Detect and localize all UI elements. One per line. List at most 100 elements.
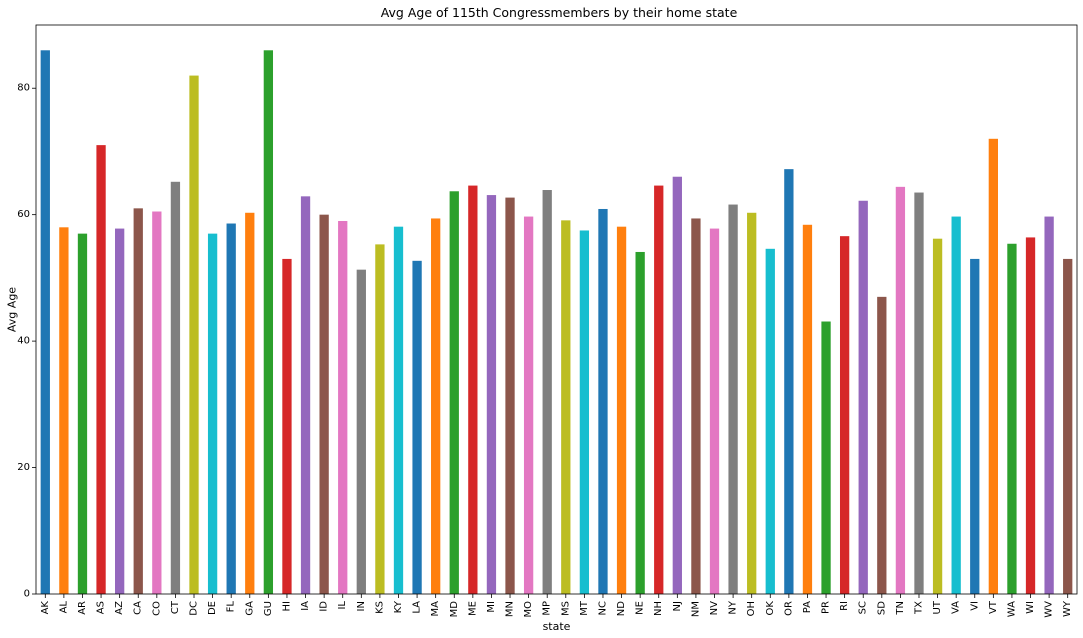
x-axis-label: state (543, 620, 571, 633)
x-tick-label: GA (244, 601, 255, 616)
x-tick-label: AR (77, 601, 88, 615)
bar-oh (747, 212, 757, 594)
x-tick-label: KY (393, 600, 404, 613)
x-tick-label: ID (319, 601, 330, 612)
x-tick-label: CT (170, 600, 181, 614)
bar-ms (561, 220, 571, 594)
bar-ia (300, 196, 311, 595)
bar-id (319, 214, 329, 594)
bar-nj (672, 176, 682, 594)
x-tick-label: FL (226, 601, 237, 613)
bar-nd (616, 226, 627, 594)
bar-pr (821, 321, 831, 594)
y-tick-label: 40 (17, 336, 30, 347)
x-tick-label: AS (96, 601, 107, 614)
y-tick-label: 0 (24, 589, 30, 600)
x-tick-label: MN (505, 601, 516, 617)
x-tick-label: CA (133, 601, 144, 615)
bar-ak (40, 50, 50, 595)
x-tick-label: WA (1006, 601, 1017, 617)
x-tick-label: OK (765, 601, 776, 616)
x-tick-label: IN (356, 601, 367, 611)
bar-mo (523, 216, 534, 594)
bar-md (449, 191, 459, 594)
x-tick-label: NC (597, 601, 608, 615)
x-tick-label: NV (709, 601, 720, 615)
bar-tx (914, 192, 924, 595)
x-tick-label: NH (653, 601, 664, 616)
x-tick-label: VT (988, 600, 999, 614)
bars-group (40, 50, 1073, 595)
bar-pa (802, 224, 813, 594)
x-tick-label: DE (207, 601, 218, 615)
x-tick-label: LA (412, 601, 423, 614)
bar-fl (226, 223, 236, 595)
bar-ar (77, 233, 88, 594)
bar-vt (988, 138, 998, 595)
bar-or (784, 169, 794, 594)
bar-al (59, 227, 69, 595)
x-tick-label: UT (932, 600, 943, 614)
x-tick-label: RI (839, 601, 850, 611)
bar-ct (170, 181, 181, 594)
bar-tn (895, 186, 906, 595)
x-tick-label: WI (1025, 601, 1036, 614)
bar-nm (691, 218, 701, 594)
x-tick-label: AL (58, 601, 69, 614)
x-tick-label: TN (895, 601, 906, 616)
bar-ri (839, 236, 850, 594)
x-tick-label: VA (951, 601, 962, 614)
bar-me (468, 185, 478, 594)
x-tick-label: PR (821, 601, 832, 614)
x-tick-label: MS (560, 601, 571, 616)
bar-ok (765, 248, 775, 594)
x-tick-label: NE (635, 601, 646, 615)
x-tick-label: NJ (672, 601, 683, 611)
bar-ca (133, 208, 143, 594)
x-tick-label: MI (486, 601, 497, 613)
bar-ma (431, 218, 441, 594)
x-tick-label: OR (783, 601, 794, 616)
bar-sc (858, 200, 868, 594)
x-tick-label: TX (913, 601, 924, 615)
x-tick-label: SC (858, 601, 869, 614)
bar-mn (505, 197, 515, 594)
bar-ga (245, 212, 255, 594)
y-tick-label: 60 (17, 209, 30, 220)
bar-mt (579, 230, 590, 594)
x-tick-label: OH (746, 601, 757, 616)
bar-mp (542, 190, 552, 594)
bar-mi (486, 195, 497, 594)
x-tick-label: IA (300, 601, 311, 611)
y-axis-ticks: 0 20 40 60 80 (17, 83, 36, 600)
x-tick-label: GU (263, 601, 274, 616)
x-tick-label: PA (802, 601, 813, 613)
bar-sd (877, 296, 887, 594)
bar-in (356, 269, 366, 594)
bar-la (412, 260, 422, 594)
bar-wa (1007, 243, 1017, 594)
chart-title: Avg Age of 115th Congressmembers by thei… (381, 5, 738, 20)
x-tick-label: MD (449, 601, 460, 618)
x-tick-label: NY (728, 600, 739, 614)
bar-as (96, 145, 106, 594)
bar-gu (263, 50, 274, 595)
bar-nv (709, 228, 720, 594)
x-axis-ticks: AK AL AR AS AZ CA CO CT DC DE FL GA GU HI IA ID IL IN KS KY… (40, 594, 1073, 618)
x-tick-label: IL (337, 601, 348, 610)
bar-ut (932, 238, 943, 595)
bar-de (207, 233, 218, 594)
x-tick-label: VI (969, 601, 980, 611)
x-tick-label: KS (374, 601, 385, 614)
x-tick-label: MA (430, 601, 441, 617)
x-tick-label: AZ (114, 601, 125, 615)
bar-az (115, 228, 125, 594)
bar-ne (635, 251, 645, 594)
bar-ny (728, 204, 738, 594)
bar-wi (1025, 237, 1036, 594)
bar-il (338, 220, 348, 594)
x-tick-label: MT (579, 600, 590, 616)
y-axis-label: Avg Age (6, 287, 19, 332)
